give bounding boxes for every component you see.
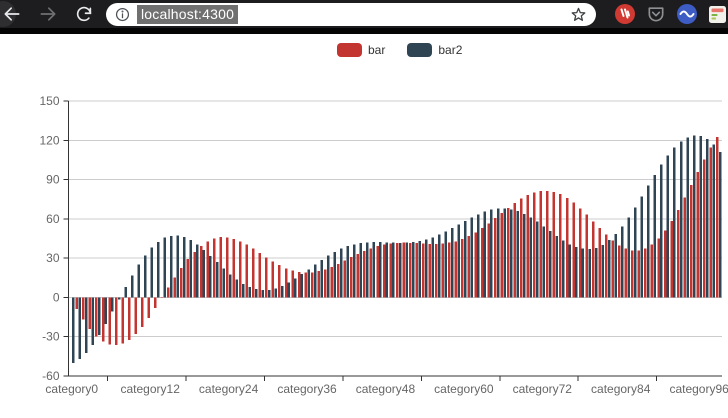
site-info-icon[interactable] bbox=[115, 7, 130, 22]
legend-swatch-bar2 bbox=[407, 43, 433, 57]
url-text[interactable]: localhost:4300 bbox=[137, 4, 239, 24]
svg-text:category72: category72 bbox=[513, 382, 573, 396]
back-button[interactable] bbox=[0, 1, 24, 27]
svg-text:category36: category36 bbox=[277, 382, 337, 396]
forward-button[interactable] bbox=[36, 2, 60, 26]
reload-icon bbox=[76, 6, 92, 22]
page-content: bar bar2 -60 -30 0 30 60 90 120 150 category0 cat… bbox=[0, 34, 728, 418]
svg-text:category84: category84 bbox=[591, 382, 651, 396]
svg-text:-60: -60 bbox=[42, 369, 60, 383]
svg-text:90: 90 bbox=[46, 173, 60, 187]
chart-legend: bar bar2 bbox=[337, 43, 462, 57]
svg-text:category60: category60 bbox=[434, 382, 494, 396]
blue-circle-extension-icon[interactable] bbox=[675, 3, 698, 26]
series-bar bbox=[75, 137, 719, 346]
forward-arrow-icon bbox=[40, 7, 56, 21]
pocket-extension-icon[interactable] bbox=[644, 3, 667, 26]
svg-text:0: 0 bbox=[53, 290, 60, 304]
svg-text:category24: category24 bbox=[199, 382, 259, 396]
bar-chart[interactable]: -60 -30 0 30 60 90 120 150 category0 category12 ca… bbox=[0, 34, 728, 418]
legend-item-bar2[interactable]: bar2 bbox=[407, 43, 462, 57]
svg-text:category48: category48 bbox=[356, 382, 416, 396]
svg-text:60: 60 bbox=[46, 212, 60, 226]
feed-extension-icon[interactable] bbox=[706, 3, 728, 26]
legend-label-bar2: bar2 bbox=[438, 43, 463, 57]
reload-button[interactable] bbox=[72, 2, 96, 26]
svg-text:category0: category0 bbox=[45, 382, 98, 396]
svg-text:category12: category12 bbox=[121, 382, 181, 396]
address-bar[interactable]: localhost:4300 bbox=[106, 2, 596, 26]
series-bar2 bbox=[72, 135, 722, 363]
red-circle-extension-icon[interactable] bbox=[613, 3, 636, 26]
legend-swatch-bar bbox=[337, 43, 362, 57]
bookmark-star-icon[interactable] bbox=[570, 6, 587, 23]
browser-toolbar: localhost:4300 bbox=[0, 0, 728, 28]
legend-label-bar: bar bbox=[368, 43, 386, 57]
back-arrow-icon bbox=[4, 7, 20, 21]
window-edge bbox=[0, 28, 728, 34]
svg-text:120: 120 bbox=[39, 133, 59, 147]
svg-text:30: 30 bbox=[46, 251, 60, 265]
svg-text:-30: -30 bbox=[42, 330, 60, 344]
svg-text:category96: category96 bbox=[669, 382, 728, 396]
svg-text:150: 150 bbox=[39, 94, 59, 108]
legend-item-bar[interactable]: bar bbox=[337, 43, 385, 57]
